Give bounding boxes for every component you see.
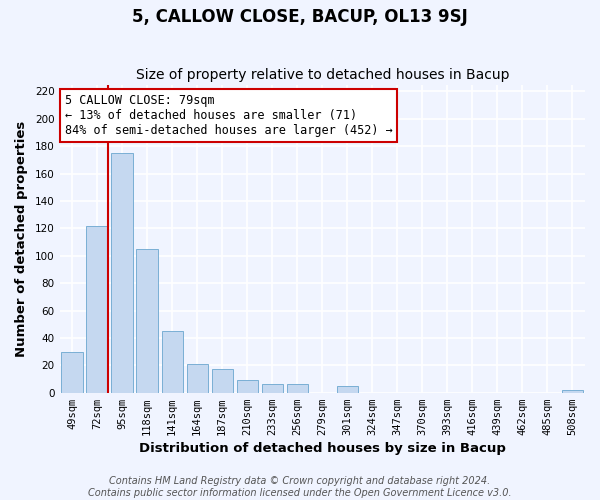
- Text: 5, CALLOW CLOSE, BACUP, OL13 9SJ: 5, CALLOW CLOSE, BACUP, OL13 9SJ: [132, 8, 468, 26]
- X-axis label: Distribution of detached houses by size in Bacup: Distribution of detached houses by size …: [139, 442, 506, 455]
- Bar: [287, 384, 308, 392]
- Text: 5 CALLOW CLOSE: 79sqm
← 13% of detached houses are smaller (71)
84% of semi-deta: 5 CALLOW CLOSE: 79sqm ← 13% of detached …: [65, 94, 392, 137]
- Bar: [161, 331, 183, 392]
- Bar: [212, 370, 233, 392]
- Bar: [562, 390, 583, 392]
- Text: Contains HM Land Registry data © Crown copyright and database right 2024.
Contai: Contains HM Land Registry data © Crown c…: [88, 476, 512, 498]
- Bar: [187, 364, 208, 392]
- Bar: [86, 226, 108, 392]
- Bar: [112, 153, 133, 392]
- Bar: [136, 249, 158, 392]
- Bar: [337, 386, 358, 392]
- Title: Size of property relative to detached houses in Bacup: Size of property relative to detached ho…: [136, 68, 509, 82]
- Bar: [236, 380, 258, 392]
- Bar: [61, 352, 83, 393]
- Bar: [262, 384, 283, 392]
- Y-axis label: Number of detached properties: Number of detached properties: [15, 120, 28, 357]
